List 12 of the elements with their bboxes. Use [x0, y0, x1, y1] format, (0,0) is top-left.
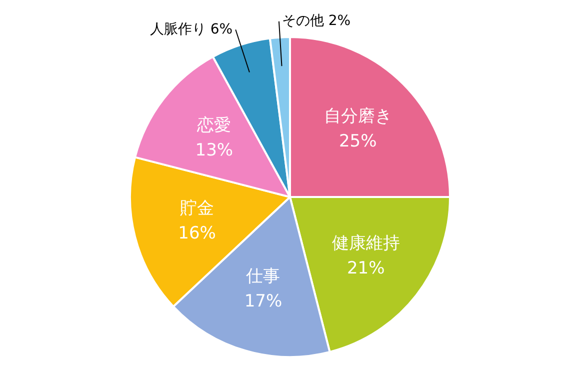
- data-label: 16%: [178, 223, 216, 244]
- data-label: 17%: [244, 292, 282, 312]
- slice-label: 恋愛: [196, 116, 232, 136]
- data-label: 21%: [346, 258, 385, 278]
- data-label: 13%: [195, 140, 234, 161]
- data-label: 25%: [338, 132, 377, 152]
- slice-label: 人脈作り 6%: [150, 21, 233, 38]
- slice-label: 自分磨き: [324, 106, 392, 127]
- slice-label: 健康維持: [332, 233, 400, 254]
- slice-label: その他 2%: [282, 12, 351, 29]
- slice-label: 仕事: [245, 266, 280, 287]
- slice-label: 貯金: [180, 198, 214, 218]
